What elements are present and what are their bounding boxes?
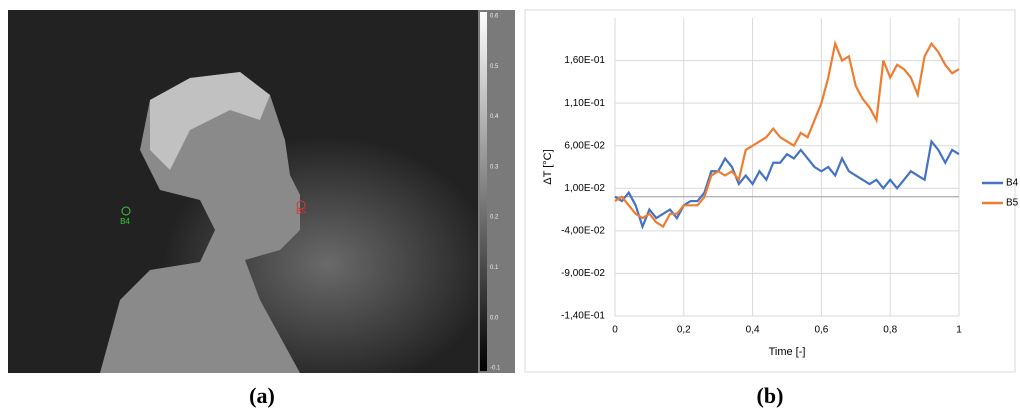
x-tick-label: 0,2	[677, 325, 691, 336]
colorbar-label: 0.1	[490, 265, 499, 271]
colorbar-label: 0.5	[490, 64, 499, 70]
marker-label: B4	[120, 217, 130, 226]
colorbar-label: 0.3	[490, 164, 499, 170]
colorbar-label: 0.4	[490, 114, 499, 120]
legend-label: B5	[1006, 198, 1019, 209]
x-tick-label: 0,8	[883, 325, 897, 336]
colorbar-label: 0.6	[490, 14, 499, 20]
figure: B4 B5 0.60.50.40.30.20.10.0-0.1 (a) (b) …	[0, 0, 1020, 412]
y-tick-label: -1,40E-01	[561, 311, 605, 322]
x-tick-label: 0	[612, 325, 618, 336]
y-axis-label: ΔT [°C]	[542, 149, 554, 184]
marker-label: B5	[296, 207, 306, 216]
x-axis-label: Time [-]	[769, 346, 806, 358]
x-tick-label: 0,6	[814, 325, 828, 336]
colorbar-label: 0.2	[490, 215, 499, 221]
y-tick-label: 1,60E-01	[564, 55, 605, 66]
colorbar-label: -0.1	[490, 366, 501, 372]
y-tick-label: -4,00E-02	[561, 225, 605, 236]
x-tick-label: 1	[956, 325, 962, 336]
y-tick-label: -9,00E-02	[561, 268, 605, 279]
colorbar-label: 0.0	[490, 315, 499, 321]
caption: (b)	[757, 383, 784, 408]
caption: (a)	[249, 383, 275, 408]
x-tick-label: 0,4	[746, 325, 760, 336]
y-tick-label: 1,00E-02	[564, 183, 605, 194]
legend-label: B4	[1006, 178, 1019, 189]
y-tick-label: 1,10E-01	[564, 98, 605, 109]
thermal-image: B4 B5 0.6 0.5 0.4 0.3 0.2 0.1 0.0 -0.1	[8, 10, 515, 373]
y-tick-label: 6,00E-02	[564, 140, 605, 151]
colorbar	[480, 12, 487, 371]
